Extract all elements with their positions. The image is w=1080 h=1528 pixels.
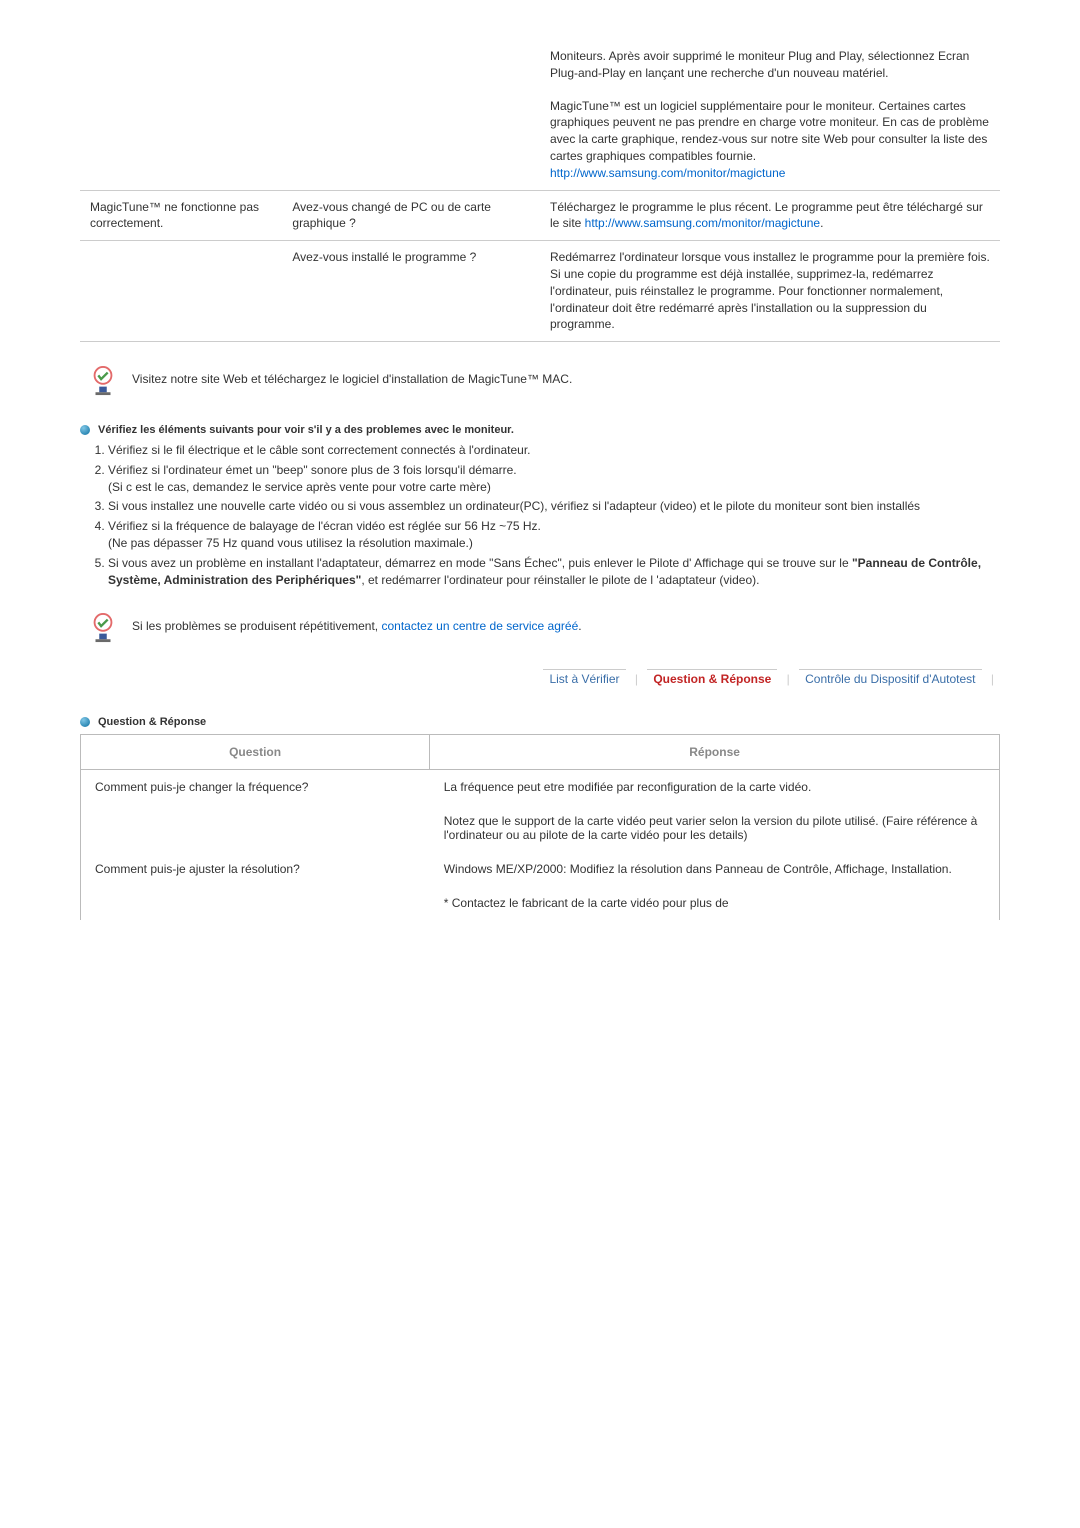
magictune-compat-link[interactable]: http://www.samsung.com/monitor/magictune bbox=[550, 166, 785, 180]
qa-note: * Contactez le fabricant de la carte vid… bbox=[430, 886, 1000, 920]
text: Vérifiez si l'ordinateur émet un "beep" … bbox=[108, 463, 517, 494]
list-item: Si vous avez un problème en installant l… bbox=[108, 555, 1000, 590]
qa-question: Comment puis-je changer la fréquence? bbox=[81, 770, 430, 805]
list-item: Vérifiez si la fréquence de balayage de … bbox=[108, 518, 1000, 553]
qa-question: Comment puis-je ajuster la résolution? bbox=[81, 852, 430, 886]
mac-download-notice: Visitez notre site Web et téléchargez le… bbox=[80, 366, 1000, 396]
qa-col-question: Question bbox=[81, 735, 430, 770]
text: Vérifiez si la fréquence de balayage de … bbox=[108, 519, 541, 550]
separator: | bbox=[781, 670, 796, 688]
qa-answer: Windows ME/XP/2000: Modifiez la résoluti… bbox=[430, 852, 1000, 886]
table-cell: Moniteurs. Après avoir supprimé le monit… bbox=[540, 40, 1000, 90]
bullet-icon bbox=[80, 717, 90, 727]
qa-answer: La fréquence peut etre modifiée par reco… bbox=[430, 770, 1000, 805]
check-list: Vérifiez si le fil électrique et le câbl… bbox=[108, 442, 1000, 589]
qa-note: Notez que le support de la carte vidéo p… bbox=[430, 804, 1000, 852]
table-cell bbox=[282, 40, 540, 90]
text: Si vous avez un problème en installant l… bbox=[108, 556, 981, 587]
notice-text: Si les problèmes se produisent répétitiv… bbox=[132, 613, 582, 633]
table-cell-question: Avez-vous changé de PC ou de carte graph… bbox=[282, 190, 540, 241]
note-icon bbox=[88, 613, 118, 643]
note-icon bbox=[88, 366, 118, 396]
separator: | bbox=[629, 670, 644, 688]
text: . bbox=[820, 216, 823, 230]
section-title: Question & Réponse bbox=[98, 716, 206, 728]
list-item: Si vous installez une nouvelle carte vid… bbox=[108, 498, 1000, 515]
table-cell-symptom: MagicTune™ ne fonctionne pas correctemen… bbox=[80, 190, 282, 241]
magictune-download-link[interactable]: http://www.samsung.com/monitor/magictune bbox=[585, 216, 820, 230]
tab-checklist[interactable]: List à Vérifier bbox=[543, 669, 625, 688]
table-cell-question: Avez-vous installé le programme ? bbox=[282, 241, 540, 342]
contact-notice: Si les problèmes se produisent répétitiv… bbox=[80, 613, 1000, 643]
text: Si les problèmes se produisent répétitiv… bbox=[132, 619, 381, 633]
qa-question bbox=[81, 886, 430, 920]
bullet-icon bbox=[80, 425, 90, 435]
tab-bar: List à Vérifier | Question & Réponse | C… bbox=[80, 669, 1000, 688]
table-cell: MagicTune™ est un logiciel supplémentair… bbox=[540, 90, 1000, 190]
separator: | bbox=[985, 670, 1000, 688]
qa-col-answer: Réponse bbox=[430, 735, 1000, 770]
checklist-header: Vérifiez les éléments suivants pour voir… bbox=[80, 424, 1000, 436]
tab-selftest[interactable]: Contrôle du Dispositif d'Autotest bbox=[799, 669, 981, 688]
list-item: Vérifiez si le fil électrique et le câbl… bbox=[108, 442, 1000, 459]
table-cell bbox=[80, 241, 282, 342]
table-cell bbox=[80, 90, 282, 190]
service-center-link[interactable]: contactez un centre de service agréé bbox=[381, 619, 578, 633]
table-cell bbox=[282, 90, 540, 190]
qa-question bbox=[81, 804, 430, 852]
section-title: Vérifiez les éléments suivants pour voir… bbox=[98, 424, 514, 436]
table-cell bbox=[80, 40, 282, 90]
table-cell-answer: Téléchargez le programme le plus récent.… bbox=[540, 190, 1000, 241]
text: . bbox=[578, 619, 581, 633]
text: MagicTune™ est un logiciel supplémentair… bbox=[550, 99, 989, 163]
table-cell-answer: Redémarrez l'ordinateur lorsque vous ins… bbox=[540, 241, 1000, 342]
notice-text: Visitez notre site Web et téléchargez le… bbox=[132, 366, 572, 386]
qa-header: Question & Réponse bbox=[80, 716, 1000, 728]
troubleshoot-table: Moniteurs. Après avoir supprimé le monit… bbox=[80, 40, 1000, 342]
list-item: Vérifiez si l'ordinateur émet un "beep" … bbox=[108, 462, 1000, 497]
tab-qa[interactable]: Question & Réponse bbox=[647, 669, 777, 688]
qa-table: Question Réponse Comment puis-je changer… bbox=[80, 734, 1000, 920]
